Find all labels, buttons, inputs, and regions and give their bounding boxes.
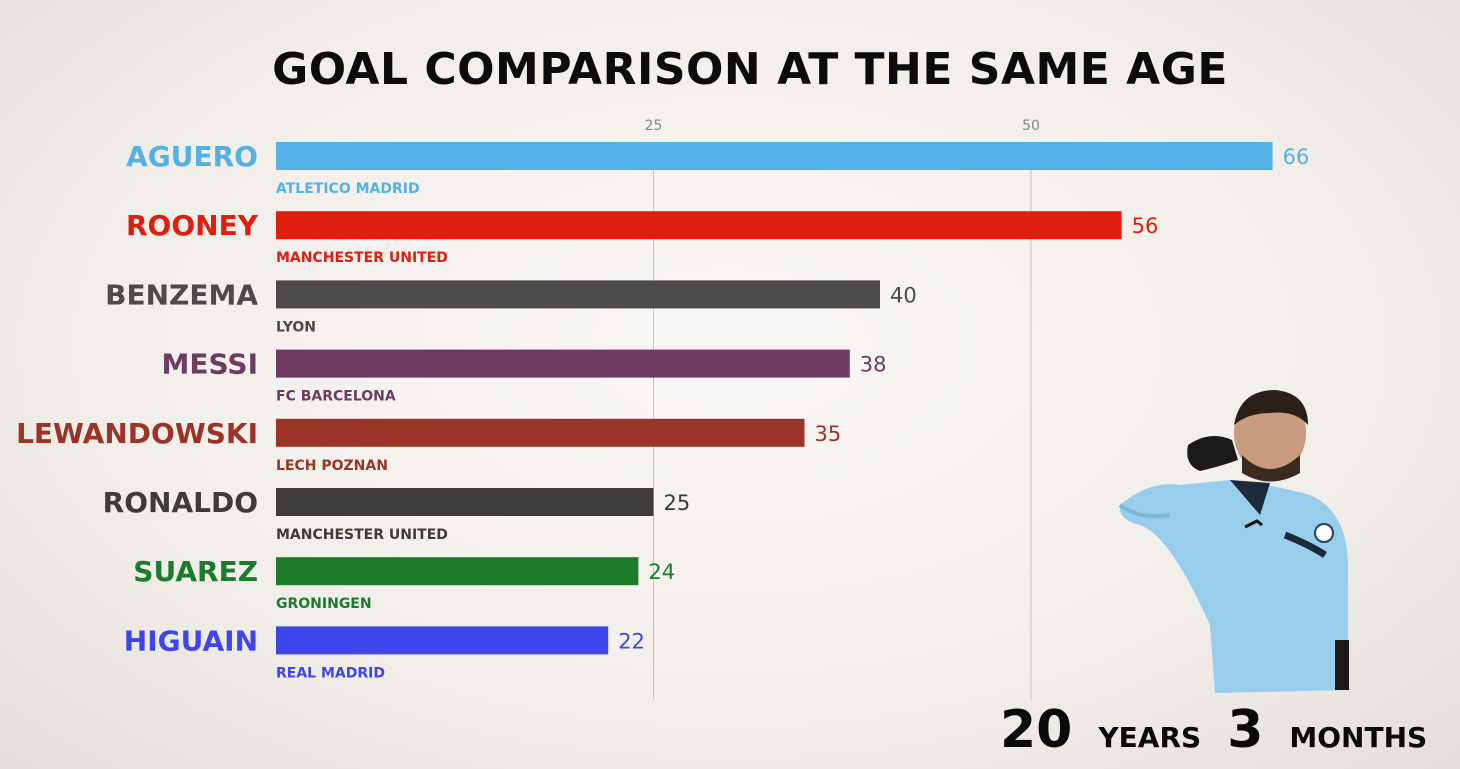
value-label: 25 [664,491,691,515]
bar [276,349,850,378]
bar [276,626,609,655]
x-tick-label: 50 [1022,118,1040,134]
value-label: 24 [648,560,675,584]
x-tick-label: 25 [645,118,663,134]
bar [276,557,639,586]
age-months-unit: MONTHS [1289,721,1428,754]
age-counter: 20 YEARS 3 MONTHS [1000,700,1453,766]
age-years-value: 20 [1000,700,1073,760]
club-label: LYON [276,319,316,335]
player-label: BENZEMA [105,278,258,311]
player-label: MESSI [162,348,258,381]
player-label: ROONEY [126,209,259,242]
player-label: LEWANDOWSKI [16,417,258,450]
club-label: ATLETICO MADRID [276,181,420,197]
club-label: GRONINGEN [276,596,372,612]
value-label: 38 [860,353,887,377]
club-label: REAL MADRID [276,665,385,681]
value-label: 22 [618,629,645,653]
value-label: 40 [890,283,917,307]
player-label: HIGUAIN [124,624,258,657]
player-label: AGUERO [126,140,258,173]
chart-title: GOAL COMPARISON AT THE SAME AGE [272,44,1228,95]
bar [276,280,880,309]
bar [276,418,805,447]
club-label: MANCHESTER UNITED [276,527,448,543]
player-label: RONALDO [103,486,258,519]
bar [276,142,1273,170]
bar [276,211,1122,240]
player-photo [1118,390,1349,693]
club-label: MANCHESTER UNITED [276,250,448,266]
player-label: SUAREZ [133,555,258,588]
age-years-unit: YEARS [1098,721,1202,754]
club-label: FC BARCELONA [276,389,396,405]
value-label: 66 [1283,145,1310,169]
bar [276,488,654,516]
club-label: LECH POZNAN [276,458,388,474]
value-label: 56 [1132,214,1159,238]
value-label: 35 [815,422,842,446]
age-months-value: 3 [1227,700,1264,760]
